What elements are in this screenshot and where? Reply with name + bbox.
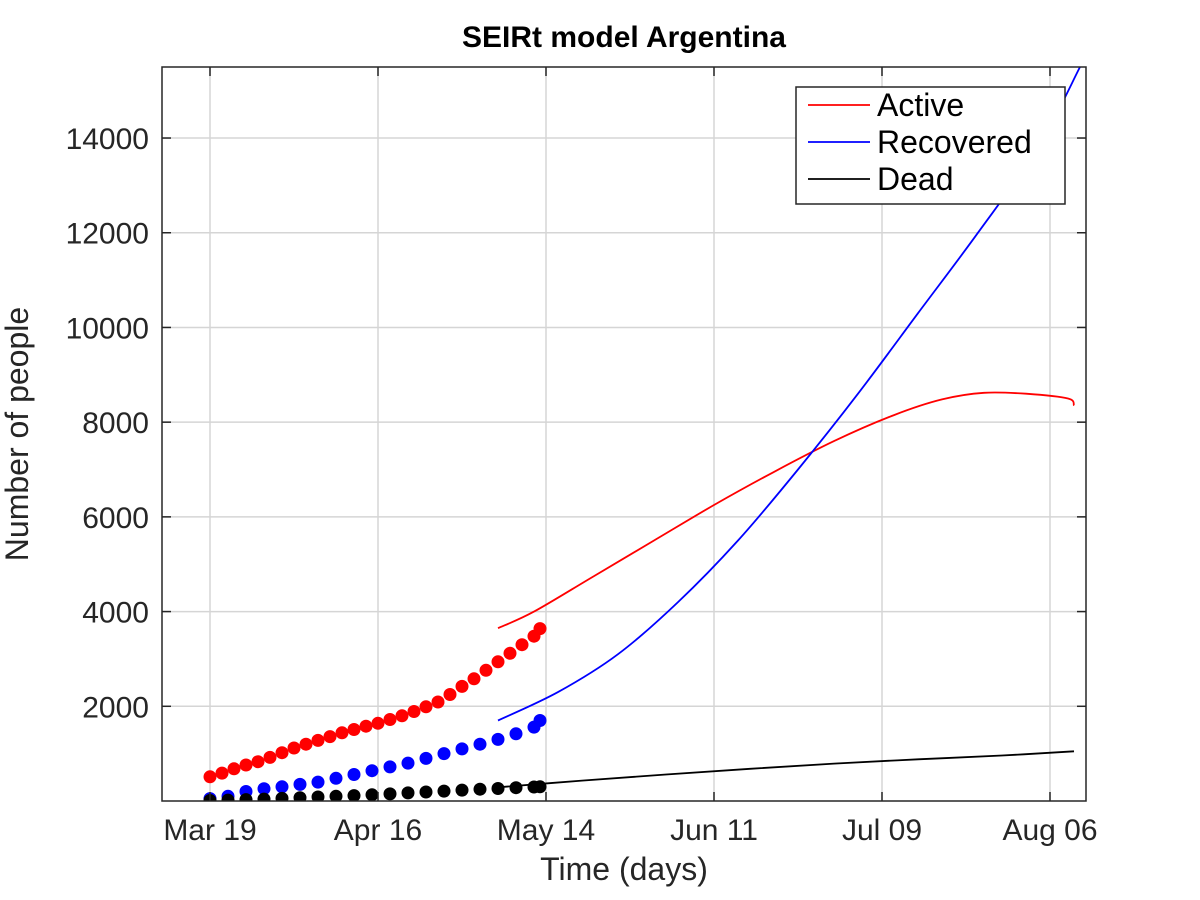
dead-data-point [509,781,523,795]
active-data-point [395,709,409,723]
y-tick-label: 4000 [82,597,149,630]
dead-data-point [311,790,325,801]
active-data-point [287,741,301,755]
dead-data-point [293,791,307,801]
active-data-point [239,758,253,772]
active-data-point [443,688,457,701]
recovered-data-point [383,760,397,774]
active-data-point [215,766,229,780]
dead-data-point [257,792,271,801]
series-layer [203,67,1081,801]
recovered-data-point [509,727,523,741]
x-tick-label: Mar 19 [163,814,256,847]
active-data-point [323,730,337,744]
y-tick-label: 6000 [82,502,149,535]
active-data-point [455,679,469,693]
dead-data-point [221,793,235,801]
recovered-data-point [437,747,451,761]
active-data-point [467,672,481,686]
legend-box [795,86,1066,205]
active-data-point [515,638,529,652]
recovered-data-point [473,737,487,751]
chart-title: SEIRt model Argentina [462,21,786,54]
series-active [203,391,1075,784]
axes-box [161,66,1087,802]
x-tick-label: Jun 11 [670,814,758,847]
recovered-data-point [293,777,307,791]
dead-data-point [329,789,343,801]
x-tick-label: Jul 09 [842,814,922,847]
series-dead [203,750,1075,801]
active-data-point [407,705,421,718]
recovered-data-point [455,742,469,756]
dead-data-point [275,791,289,801]
active-data-point [359,719,373,733]
dead-data-point [365,788,379,801]
dead-data-point [347,789,361,801]
recovered-data-point [311,775,325,789]
active-data-point [263,750,277,764]
y-axis-label: Number of people [0,307,35,561]
dead-data-point [401,786,415,800]
dead-data-point [473,782,487,796]
x-tick-label: Apr 16 [334,814,422,847]
active-data-point [335,726,349,740]
recovered-data-point [329,771,343,785]
legend-label-dead: Dead [877,161,954,197]
recovered-data-point [533,714,547,727]
recovered-data-point [401,756,415,770]
legend-label-recovered: Recovered [877,124,1032,160]
recovered-data-point [419,751,433,765]
active-data-point [533,622,547,636]
y-tick-label: 14000 [66,123,149,156]
x-tick-label: May 14 [497,814,595,847]
x-axis-label: Time (days) [540,851,708,887]
active-data-point [383,713,397,726]
y-tick-label: 2000 [82,691,149,724]
active-data-point [479,663,493,677]
dead-data-point [239,793,253,801]
recovered-data-point [275,780,289,794]
active-data-point [227,762,241,776]
ticks: Mar 19 Apr 16 May 14 Jun 11 Jul 09 Aug 06 2000… [66,67,1098,847]
dead-data-point [491,782,505,795]
active-data-point [275,746,289,760]
recovered-data-point [365,764,379,778]
active-data-point [347,723,361,736]
dead-data-point [419,785,433,799]
y-tick-label: 12000 [66,218,149,251]
recovered-data-point [347,768,361,781]
active-data-point [419,700,433,714]
active-data-point [431,695,445,709]
active-data-point [371,716,385,730]
active-data-point [503,646,517,660]
active-data-point [311,733,325,747]
active-data-point [299,737,313,751]
active-data-point [491,655,505,669]
dead-data-point [437,784,451,798]
active-data-point [203,770,217,784]
dead-model-line [497,750,1075,789]
x-tick-label: Aug 06 [1002,814,1097,847]
dead-data-point [455,783,469,797]
dead-data-point [533,780,547,794]
legend-label-active: Active [877,87,964,123]
recovered-data-point [491,732,505,746]
y-tick-label: 10000 [66,312,149,345]
dead-data-point [383,787,397,801]
active-model-line [497,391,1075,630]
active-data-point [251,755,265,769]
recovered-data-point [257,782,271,796]
y-tick-label: 8000 [82,407,149,440]
